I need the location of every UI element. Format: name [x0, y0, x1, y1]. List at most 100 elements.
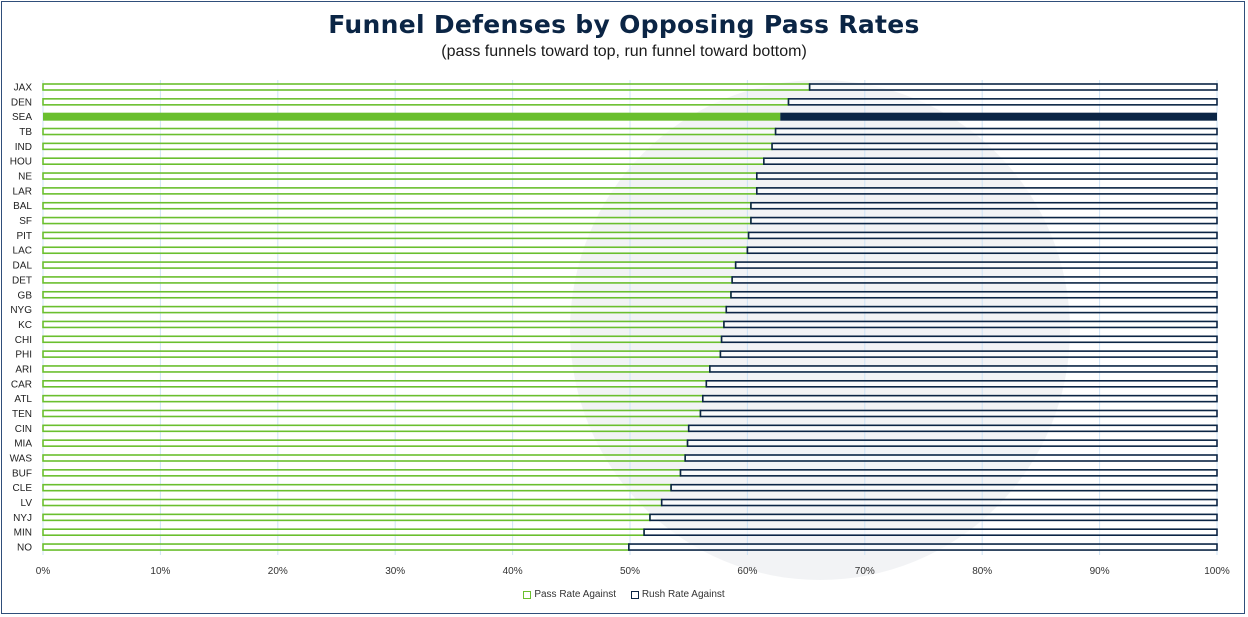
y-tick-label: DET: [12, 275, 32, 286]
bar-pass-gb: [42, 290, 732, 299]
bar-pass-lar: [42, 187, 758, 195]
x-tick-label: 80%: [972, 566, 992, 577]
bar-rush-sea: [780, 112, 1217, 121]
y-tick-label: DAL: [13, 261, 33, 272]
bar-rush-lac: [746, 246, 1218, 255]
bar-pass-cin: [42, 424, 690, 433]
bar-pass-hou: [42, 157, 765, 165]
bar-rush-was: [684, 454, 1218, 462]
y-tick-label: ARI: [15, 364, 32, 375]
bar-rush-dal: [734, 261, 1218, 269]
bar-rush-tb: [774, 127, 1218, 136]
bar-pass-den: [42, 98, 790, 106]
bar-pass-atl: [42, 394, 704, 403]
bar-pass-buf: [42, 469, 682, 477]
y-tick-label: IND: [15, 142, 32, 153]
y-tick-label: MIA: [14, 439, 32, 450]
bar-rush-nyj: [649, 513, 1218, 522]
bar-pass-was: [42, 454, 686, 462]
x-tick-label: 30%: [385, 566, 405, 577]
bar-pass-chi: [42, 335, 723, 344]
bar-rush-no: [628, 543, 1218, 551]
bar-rush-lar: [755, 187, 1218, 195]
bar-rush-cle: [670, 483, 1218, 492]
bar-rush-nyg: [725, 305, 1218, 314]
bar-rush-pit: [747, 231, 1218, 240]
bar-rush-car: [705, 379, 1218, 388]
y-tick-label: NYJ: [13, 513, 32, 524]
y-tick-label: GB: [18, 290, 33, 301]
bar-pass-min: [42, 528, 645, 537]
legend-label-pass: Pass Rate Against: [534, 589, 617, 600]
bar-pass-ind: [42, 142, 773, 151]
bar-rush-ari: [709, 365, 1218, 373]
y-tick-label: NYG: [10, 305, 32, 316]
x-tick-label: 90%: [1090, 566, 1110, 577]
y-tick-label: CLE: [13, 483, 33, 494]
legend-item-rush: Rush Rate Against: [630, 589, 725, 600]
y-tick-label: BAL: [13, 201, 32, 212]
y-tick-label: SEA: [12, 112, 32, 123]
chart-title: Funnel Defenses by Opposing Pass Rates: [328, 10, 920, 39]
bar-pass-det: [42, 276, 733, 284]
y-tick-label: CHI: [15, 335, 32, 346]
bar-pass-mia: [42, 439, 689, 447]
y-tick-label: LV: [21, 498, 33, 509]
bar-rush-ne: [755, 172, 1218, 180]
bar-rush-den: [787, 98, 1218, 106]
y-tick-label: DEN: [11, 97, 32, 108]
x-tick-label: 100%: [1204, 566, 1230, 577]
bar-pass-bal: [42, 201, 752, 210]
bar-pass-nyg: [42, 305, 728, 314]
bar-rush-mia: [686, 439, 1218, 447]
bar-pass-lv: [42, 498, 663, 507]
x-tick-label: 20%: [268, 566, 288, 577]
y-tick-label: TEN: [12, 409, 32, 420]
y-tick-label: WAS: [10, 454, 33, 465]
bar-pass-ten: [42, 409, 702, 418]
legend-swatch-rush: [630, 590, 639, 599]
bar-pass-pit: [42, 231, 750, 240]
x-tick-label: 40%: [503, 566, 523, 577]
y-tick-label: LAC: [13, 246, 32, 257]
bar-pass-nyj: [42, 513, 651, 522]
y-tick-label: PIT: [16, 231, 32, 242]
bar-pass-lac: [42, 246, 749, 255]
y-tick-label: NO: [17, 543, 32, 554]
bar-rush-lv: [660, 498, 1218, 507]
y-tick-label: KC: [18, 320, 32, 331]
bar-pass-ne: [42, 172, 758, 180]
y-tick-label: CAR: [11, 379, 32, 390]
chart-subtitle: (pass funnels toward top, run funnel tow…: [441, 43, 807, 60]
bar-pass-sf: [42, 216, 752, 225]
y-tick-label: JAX: [14, 83, 33, 94]
x-tick-label: 0%: [36, 566, 51, 577]
y-tick-label: ATL: [14, 394, 32, 405]
x-tick-label: 50%: [620, 566, 640, 577]
bar-rush-min: [643, 528, 1218, 537]
bar-rush-jax: [808, 83, 1218, 91]
bar-rush-bal: [750, 201, 1218, 210]
x-tick-label: 10%: [150, 566, 170, 577]
y-tick-label: CIN: [15, 424, 32, 435]
bar-rush-phi: [719, 350, 1218, 358]
bar-rush-det: [731, 276, 1218, 284]
bar-rush-ten: [699, 409, 1218, 418]
bar-rush-kc: [723, 320, 1218, 329]
x-tick-label: 60%: [737, 566, 757, 577]
bar-pass-kc: [42, 320, 725, 329]
legend-swatch-pass: [523, 590, 532, 599]
y-tick-label: LAR: [13, 186, 32, 197]
y-tick-label: MIN: [14, 528, 32, 539]
bar-pass-ari: [42, 365, 711, 373]
bar-rush-ind: [771, 142, 1218, 151]
bar-rush-gb: [730, 290, 1218, 299]
bar-pass-dal: [42, 261, 737, 269]
bar-rush-buf: [679, 469, 1218, 477]
x-tick-label: 70%: [855, 566, 875, 577]
y-tick-label: NE: [18, 172, 32, 183]
bar-rush-atl: [701, 394, 1218, 403]
bar-rush-cin: [687, 424, 1218, 433]
